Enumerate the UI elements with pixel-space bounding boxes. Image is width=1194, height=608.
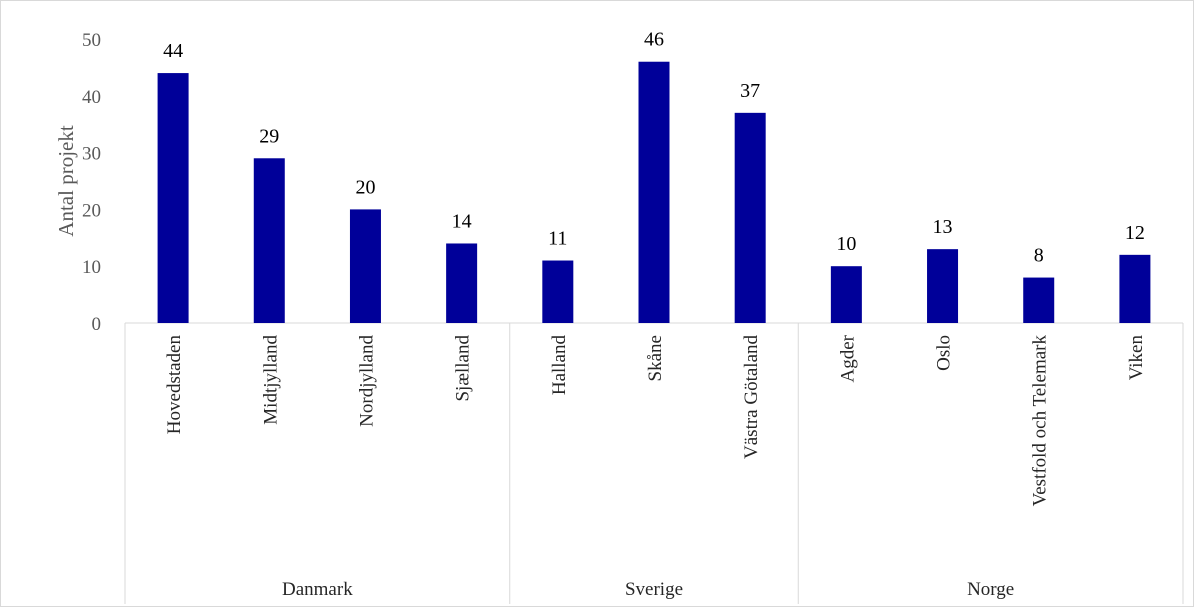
category-label: Nordjylland xyxy=(356,335,377,427)
data-label: 13 xyxy=(933,216,953,238)
bar xyxy=(349,209,381,323)
data-label: 10 xyxy=(836,233,856,255)
category-label: Midtjylland xyxy=(260,335,281,425)
data-label: 46 xyxy=(644,29,664,51)
category-label: Viken xyxy=(1126,335,1147,381)
y-tick-label: 30 xyxy=(82,144,101,165)
category-label: Vestfold och Telemark xyxy=(1030,335,1051,507)
bar xyxy=(1119,254,1151,323)
y-tick-label: 50 xyxy=(82,30,101,51)
data-label: 11 xyxy=(548,228,567,250)
y-tick-label: 40 xyxy=(82,87,101,108)
category-label: Halland xyxy=(549,335,570,396)
data-label: 44 xyxy=(163,40,183,62)
data-label: 20 xyxy=(355,176,375,198)
group-label: Sverige xyxy=(625,579,683,600)
bar xyxy=(542,260,574,323)
bar xyxy=(734,112,766,323)
data-label: 37 xyxy=(740,80,760,102)
bar xyxy=(638,61,670,323)
data-label: 12 xyxy=(1125,222,1145,244)
group-label: Danmark xyxy=(282,579,353,600)
category-label: Sjælland xyxy=(453,335,474,402)
bar xyxy=(157,73,189,323)
data-label: 14 xyxy=(452,210,472,232)
y-tick-label: 20 xyxy=(82,200,101,221)
bar xyxy=(1023,277,1055,323)
bar xyxy=(830,266,862,323)
y-tick-label: 0 xyxy=(92,314,102,335)
y-tick-label: 10 xyxy=(82,257,101,278)
category-label: Skåne xyxy=(645,335,666,381)
bar xyxy=(927,249,959,323)
data-label: 29 xyxy=(259,125,279,147)
category-label: Västra Götaland xyxy=(741,335,762,459)
data-label: 8 xyxy=(1034,245,1044,267)
category-label: Hovedstaden xyxy=(164,335,185,435)
category-label: Oslo xyxy=(934,335,955,371)
category-label: Agder xyxy=(837,334,858,382)
y-axis-title: Antal projekt xyxy=(54,125,78,237)
bar xyxy=(446,243,478,323)
group-label: Norge xyxy=(967,579,1014,600)
bar xyxy=(253,158,285,323)
